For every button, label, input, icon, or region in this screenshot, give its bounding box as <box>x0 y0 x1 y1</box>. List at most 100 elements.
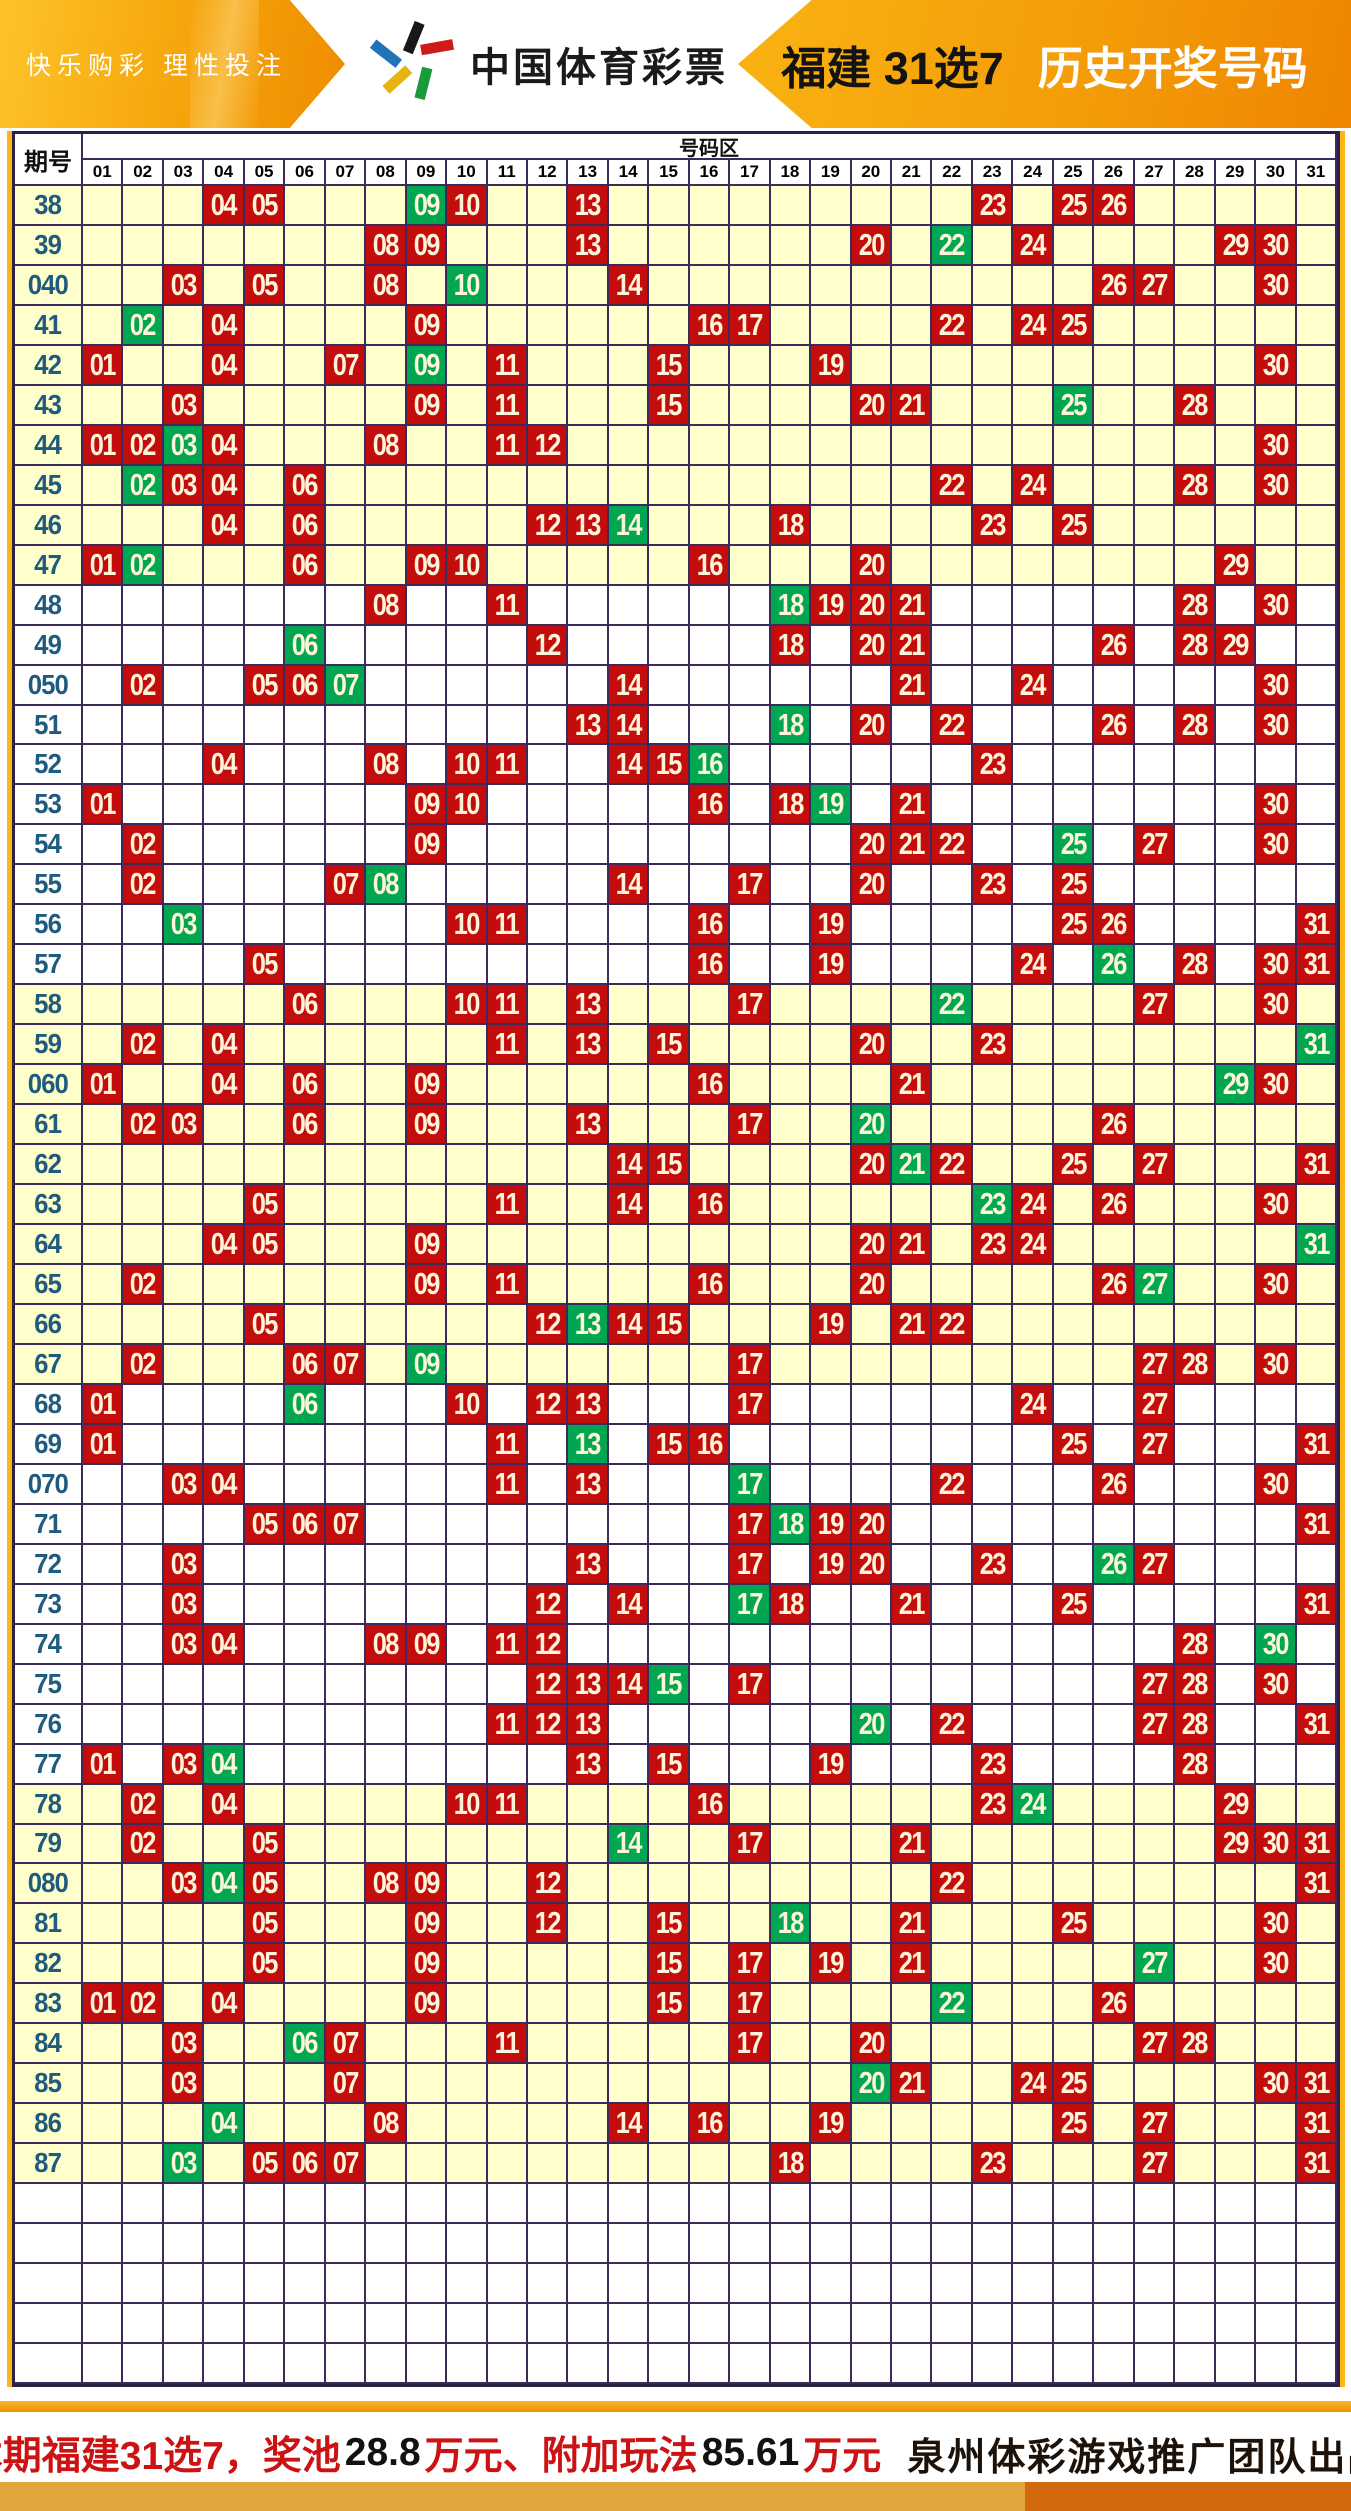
empty-cell <box>568 1504 609 1545</box>
empty-cell <box>932 2224 973 2265</box>
empty-cell <box>932 1185 973 1226</box>
column-header-26: 26 <box>1094 160 1135 186</box>
empty-cell <box>1134 705 1176 746</box>
special-number-cell: 13 <box>568 1424 609 1465</box>
empty-cell <box>123 1944 164 1985</box>
empty-cell <box>932 905 973 946</box>
empty-cell <box>83 1784 124 1825</box>
empty-cell <box>932 2344 973 2384</box>
drawn-number-cell: 25 <box>1053 1424 1095 1465</box>
empty-cell <box>83 1464 124 1505</box>
empty-cell <box>1013 745 1054 786</box>
empty-cell <box>204 2264 245 2305</box>
drawn-number-cell: 24 <box>1013 465 1054 506</box>
empty-cell <box>1296 1784 1337 1825</box>
drawn-number-cell: 03 <box>163 1624 205 1665</box>
empty-cell <box>406 1744 448 1785</box>
empty-cell <box>527 1424 569 1465</box>
empty-cell <box>325 585 367 626</box>
period-label: 85 <box>15 2064 83 2105</box>
empty-cell <box>1256 2104 1297 2145</box>
drawn-number-cell: 30 <box>1256 1265 1297 1305</box>
special-number-cell: 22 <box>932 1984 973 2025</box>
empty-cell <box>366 385 407 426</box>
drawn-number-cell: 04 <box>204 505 245 546</box>
drawn-number-cell: 05 <box>244 1824 286 1865</box>
empty-cell <box>892 425 933 466</box>
empty-cell <box>649 985 690 1026</box>
empty-cell <box>366 465 407 506</box>
empty-cell <box>568 1784 609 1825</box>
empty-cell <box>83 305 124 346</box>
empty-cell <box>649 1185 690 1226</box>
empty-cell <box>1215 2024 1257 2065</box>
drawn-number-cell: 23 <box>972 505 1014 546</box>
title-ribbon: 福建 31选7 历史开奖号码 <box>738 0 1351 128</box>
empty-cell <box>649 1464 690 1505</box>
drawn-number-cell: 18 <box>770 2144 812 2185</box>
empty-cell <box>204 1504 245 1545</box>
empty-cell <box>972 385 1014 426</box>
drawn-number-cell: 30 <box>1256 345 1297 386</box>
footer-info-line: 本期福建31选7，奖池 28.8 万元、附加玩法 85.61 万元 泉州体彩游戏… <box>0 2424 1351 2482</box>
empty-cell <box>1215 2184 1257 2225</box>
empty-cell <box>487 2104 528 2145</box>
drawn-number-cell: 11 <box>487 905 528 946</box>
empty-cell <box>972 1904 1014 1945</box>
empty-cell <box>1175 985 1216 1026</box>
empty-cell <box>1053 585 1095 626</box>
empty-cell <box>285 585 326 626</box>
empty-cell <box>285 1225 326 1266</box>
drawn-number-cell: 19 <box>811 1304 852 1345</box>
empty-cell <box>649 2104 690 2145</box>
drawn-number-cell: 14 <box>608 265 650 306</box>
empty-cell <box>892 1105 933 1146</box>
empty-cell <box>770 2104 812 2145</box>
empty-cell <box>689 865 731 906</box>
empty-cell <box>204 385 245 426</box>
drawn-number-cell: 07 <box>325 345 367 386</box>
empty-cell <box>1215 2104 1257 2145</box>
drawn-number-cell: 14 <box>608 705 650 746</box>
left-accent-stripe <box>7 131 12 2387</box>
empty-cell <box>406 2024 448 2065</box>
drawn-number-cell: 20 <box>851 1265 893 1305</box>
empty-cell <box>1013 1304 1054 1345</box>
special-number-cell: 07 <box>325 665 367 706</box>
empty-cell <box>1296 265 1337 306</box>
empty-cell <box>932 2024 973 2065</box>
empty-cell <box>1296 1065 1337 1106</box>
empty-cell <box>366 1265 407 1305</box>
drawn-number-cell: 01 <box>83 1424 124 1465</box>
period-label: 61 <box>15 1105 83 1146</box>
drawn-number-cell: 02 <box>123 1784 164 1825</box>
drawn-number-cell: 01 <box>83 1744 124 1785</box>
empty-cell <box>1053 985 1095 1026</box>
empty-cell <box>730 1904 771 1945</box>
empty-cell <box>406 1504 448 1545</box>
empty-cell <box>568 745 609 786</box>
empty-cell <box>366 345 407 386</box>
empty-cell <box>730 705 771 746</box>
empty-cell <box>83 505 124 546</box>
empty-cell <box>527 2264 569 2305</box>
empty-cell <box>1175 265 1216 306</box>
empty-cell <box>649 705 690 746</box>
empty-cell <box>1134 745 1176 786</box>
empty-cell <box>1053 785 1095 826</box>
empty-cell <box>851 1664 893 1705</box>
empty-cell <box>244 1065 286 1106</box>
empty-cell <box>811 505 852 546</box>
empty-cell <box>689 2144 731 2185</box>
empty-cell <box>1256 2184 1297 2225</box>
empty-cell <box>406 1384 448 1425</box>
drawn-number-cell: 09 <box>406 1225 448 1266</box>
empty-cell <box>447 825 488 866</box>
empty-cell <box>123 1904 164 1945</box>
empty-cell <box>406 945 448 986</box>
empty-cell <box>285 1304 326 1345</box>
empty-cell <box>972 465 1014 506</box>
empty-cell <box>1215 985 1257 1026</box>
empty-cell <box>1053 265 1095 306</box>
empty-cell <box>1094 865 1135 906</box>
